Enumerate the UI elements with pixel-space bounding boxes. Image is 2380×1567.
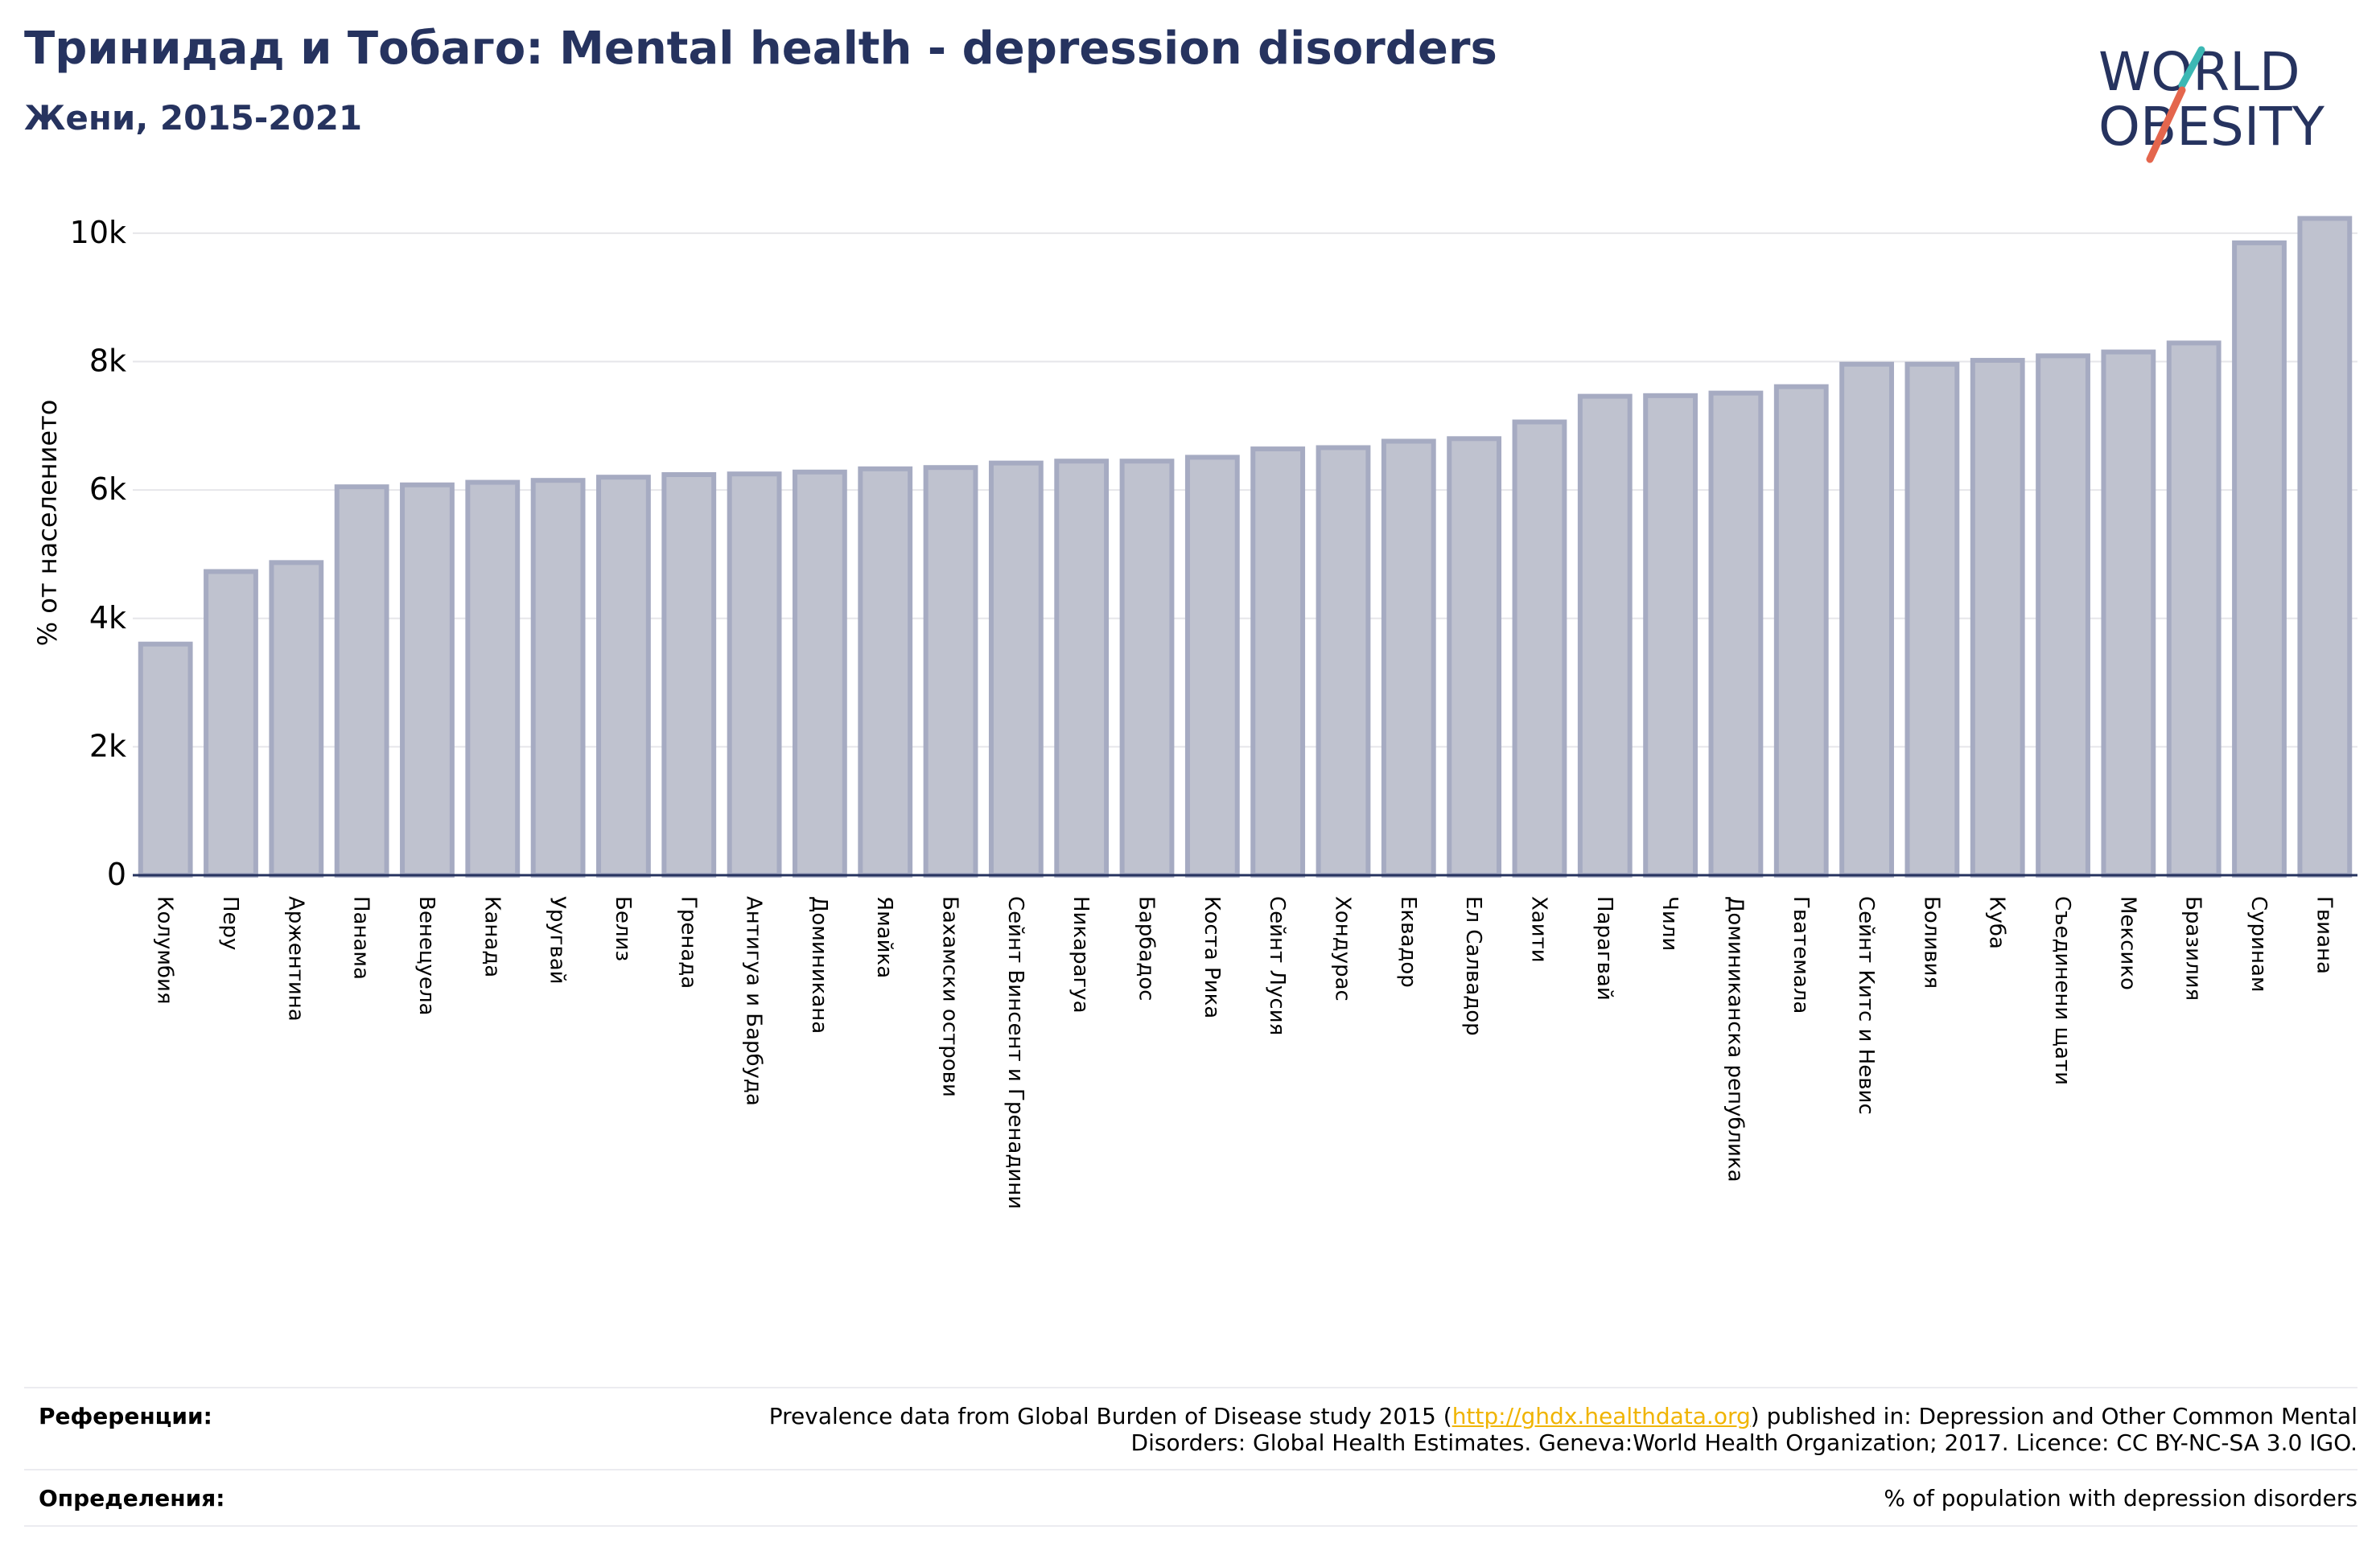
bar[interactable] — [923, 465, 978, 878]
logo-line-obesity: OBESITY — [2098, 96, 2325, 158]
x-tick-label: Хондурас — [1330, 896, 1354, 1001]
bar[interactable] — [2036, 353, 2090, 878]
references-post: ) published in: Depression and Other Com… — [1750, 1403, 2357, 1429]
bar[interactable] — [1447, 436, 1502, 878]
x-tick-label: Белиз — [611, 896, 635, 961]
x-tick-label: Канада — [480, 896, 504, 977]
y-tick-label: 8k — [89, 343, 126, 379]
bar[interactable] — [2297, 216, 2353, 878]
x-tick-label: Суринам — [2246, 896, 2271, 993]
x-tick-label: Сейнт Винсент и Гренадини — [1003, 896, 1027, 1209]
x-tick-label: Венецуела — [414, 896, 439, 1015]
bar-chart: 0 2k 4k 6k 8k 10k Колумбия Перу Аржентина Панама… — [32, 215, 2357, 1209]
definitions-label: Определения: — [39, 1485, 225, 1511]
bar[interactable] — [792, 469, 847, 878]
footer-divider-bottom — [24, 1525, 2357, 1527]
x-tick-label: Бразилия — [2181, 896, 2205, 1001]
x-tick-label: Мексико — [2115, 896, 2139, 990]
bar[interactable] — [1119, 459, 1175, 878]
bar[interactable] — [1512, 419, 1567, 878]
bar[interactable] — [2101, 349, 2156, 878]
references-line2: Disorders: Global Health Estimates. Gene… — [1130, 1429, 2357, 1456]
x-tick-label: Сейнт Китс и Невис — [1854, 896, 1878, 1115]
y-axis-label: % от населението — [32, 400, 63, 647]
x-tick-label: Гвиана — [2312, 896, 2336, 974]
bar[interactable] — [1054, 459, 1110, 878]
x-tick-label: Никарагуа — [1069, 896, 1093, 1014]
x-tick-label: Куба — [1985, 896, 2009, 949]
x-tick-label: Доминикана — [807, 896, 831, 1034]
x-tick-label: Антигуа и Барбуда — [742, 896, 766, 1106]
bar[interactable] — [2166, 340, 2221, 878]
references-pre: Prevalence data from Global Burden of Di… — [768, 1403, 1452, 1429]
bar[interactable] — [138, 641, 193, 878]
bar[interactable] — [858, 466, 913, 878]
bar[interactable] — [661, 471, 717, 878]
y-tick-label: 0 — [107, 857, 126, 892]
bar[interactable] — [1839, 361, 1894, 878]
bar[interactable] — [269, 560, 324, 878]
y-tick-label: 10k — [70, 215, 126, 250]
bar[interactable] — [727, 471, 782, 878]
y-tick-label: 2k — [89, 728, 126, 763]
bar[interactable] — [1381, 438, 1436, 878]
bar[interactable] — [1316, 445, 1371, 878]
bar[interactable] — [1970, 357, 2025, 878]
x-tick-label: Сейнт Лусия — [1265, 896, 1289, 1035]
x-tick-label: Хаити — [1526, 896, 1550, 963]
x-tick-label: Бахамски острови — [938, 896, 962, 1097]
x-tick-label: Съединени щати — [2050, 896, 2074, 1085]
y-tick-label: 6k — [89, 471, 126, 507]
definitions-text: % of population with depression disorder… — [1884, 1485, 2357, 1511]
references-link[interactable]: http://ghdx.healthdata.org — [1451, 1403, 1751, 1429]
world-obesity-logo[interactable]: WORLD OBESITY — [2092, 32, 2366, 177]
chart-title: Тринидад и Тобаго: Mental health - depre… — [24, 23, 1497, 75]
bar[interactable] — [2232, 240, 2287, 878]
x-tick-label: Гренада — [676, 896, 700, 989]
bar[interactable] — [530, 478, 586, 878]
x-tick-labels: Колумбия Перу Аржентина Панама Венецуела Кана… — [153, 896, 2337, 1209]
x-tick-label: Коста Рика — [1200, 896, 1224, 1018]
bar[interactable] — [988, 460, 1044, 878]
x-tick-label: Барбадос — [1134, 896, 1159, 1001]
x-tick-label: Перу — [218, 896, 242, 950]
logo-slash-teal — [2178, 46, 2205, 89]
x-tick-label: Уругвай — [546, 896, 570, 985]
bar[interactable] — [1250, 446, 1306, 878]
x-tick-label: Еквадор — [1396, 896, 1420, 988]
chart-subtitle: Жени, 2015-2021 — [24, 98, 363, 138]
x-tick-label: Ел Салвадор — [1461, 896, 1485, 1036]
bar[interactable] — [1708, 390, 1764, 878]
bar[interactable] — [400, 482, 455, 878]
x-tick-label: Панама — [349, 896, 373, 980]
x-tick-label: Парагвай — [1592, 896, 1616, 1001]
footer-divider-top — [24, 1387, 2357, 1388]
x-tick-label: Гватемала — [1789, 896, 1813, 1014]
bar[interactable] — [596, 475, 651, 878]
references-text: Prevalence data from Global Burden of Di… — [769, 1403, 2357, 1456]
bar[interactable] — [465, 479, 521, 878]
bar[interactable] — [1773, 384, 1829, 878]
x-tick-label: Ямайка — [872, 896, 896, 978]
bar[interactable] — [204, 569, 258, 878]
logo-slash-red — [2146, 86, 2186, 163]
y-tick-labels: 0 2k 4k 6k 8k 10k — [70, 215, 126, 892]
bar[interactable] — [1577, 393, 1633, 878]
x-tick-label: Колумбия — [153, 896, 177, 1005]
bar[interactable] — [334, 484, 389, 878]
bar[interactable] — [1904, 361, 1960, 878]
bar[interactable] — [1643, 393, 1699, 878]
bars — [138, 216, 2353, 878]
x-tick-label: Боливия — [1919, 896, 1943, 989]
x-tick-label: Доминиканска република — [1723, 896, 1747, 1182]
references-label: Референции: — [39, 1403, 212, 1429]
x-tick-label: Чили — [1657, 896, 1682, 951]
x-tick-label: Аржентина — [283, 896, 307, 1022]
y-tick-label: 4k — [89, 600, 126, 635]
footer-divider-middle — [24, 1469, 2357, 1470]
bar[interactable] — [1184, 454, 1240, 878]
